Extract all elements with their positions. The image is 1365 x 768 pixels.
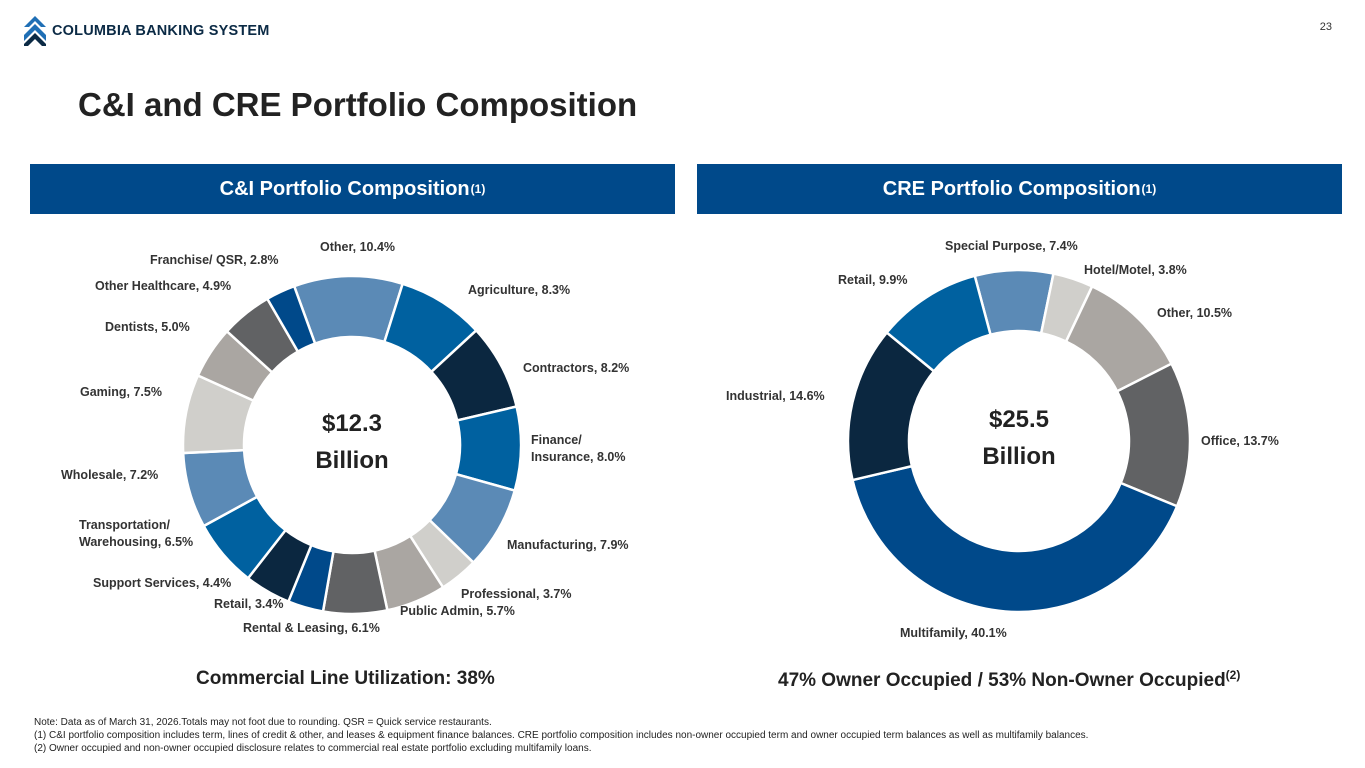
- ci-slice-label: Finance/Insurance, 8.0%: [531, 433, 626, 464]
- ci-slice-label: Professional, 3.7%: [461, 587, 571, 601]
- cre-center-label: Billion: [982, 443, 1055, 470]
- ci-banner-footnote-ref: (1): [470, 182, 486, 196]
- ci-slice-label: Manufacturing, 7.9%: [507, 538, 629, 552]
- cre-slice-multifamily: [851, 464, 1179, 614]
- ci-slice-franchise-qsr: [265, 284, 317, 354]
- ci-slice-label: Public Admin, 5.7%: [400, 604, 515, 618]
- cre-banner-title: CRE Portfolio Composition: [882, 177, 1141, 200]
- note-line: Note: Data as of March 31, 2026.Totals m…: [34, 717, 492, 728]
- note-line: (2) Owner occupied and non-owner occupie…: [34, 743, 592, 754]
- ci-banner-title: C&I Portfolio Composition: [219, 177, 470, 200]
- ci-banner: C&I Portfolio Composition (1): [30, 164, 675, 214]
- cre-banner-footnote-ref: (1): [1141, 182, 1157, 196]
- ci-slice-label: Other Healthcare, 4.9%: [95, 279, 231, 293]
- ci-slice-label: Gaming, 7.5%: [80, 385, 162, 399]
- ci-slice-label: Retail, 3.4%: [214, 597, 283, 611]
- cre-slice-label: Industrial, 14.6%: [726, 389, 825, 403]
- cre-slice-label: Office, 13.7%: [1201, 434, 1279, 448]
- ci-center-label: Billion: [315, 447, 388, 474]
- ci-slice-label: Wholesale, 7.2%: [61, 468, 158, 482]
- cre-slice-label: Multifamily, 40.1%: [900, 626, 1007, 640]
- logo-text: COLUMBIA BANKING SYSTEM: [52, 23, 270, 39]
- commercial-line-utilization: Commercial Line Utilization: 38%: [196, 668, 495, 690]
- cre-donut-chart: Special Purpose, 7.4% Hotel/Motel, 3.8% Ot…: [726, 239, 1279, 640]
- logo-chevron-icon: [24, 16, 46, 46]
- cre-center-label: $25.5: [989, 406, 1049, 433]
- note-line: (1) C&I portfolio composition includes t…: [34, 730, 1089, 741]
- ci-slice-label: Dentists, 5.0%: [105, 320, 190, 334]
- ci-slice-label: Franchise/ QSR, 2.8%: [150, 253, 279, 267]
- owner-occupied-stat: 47% Owner Occupied / 53% Non-Owner Occup…: [778, 668, 1240, 692]
- ci-donut-chart: Other, 10.4% Agriculture, 8.3% Contractors…: [61, 240, 629, 635]
- ci-center-label: $12.3: [322, 410, 382, 437]
- ci-slice-label: Contractors, 8.2%: [523, 361, 629, 375]
- cre-slice-retail: [885, 274, 993, 373]
- cre-slice-label: Retail, 9.9%: [838, 273, 907, 287]
- stat-right-footnote-ref: (2): [1225, 668, 1241, 682]
- page-title: C&I and CRE Portfolio Composition: [78, 86, 638, 123]
- cre-slice-label: Special Purpose, 7.4%: [945, 239, 1078, 253]
- stat-left-text: Commercial Line Utilization: 38%: [196, 668, 495, 689]
- ci-slice-label: Other, 10.4%: [320, 240, 395, 254]
- cre-banner: CRE Portfolio Composition (1): [697, 164, 1342, 214]
- cre-slice-label: Other, 10.5%: [1157, 306, 1232, 320]
- ci-slice-label: Agriculture, 8.3%: [468, 283, 570, 297]
- cre-slice-label: Hotel/Motel, 3.8%: [1084, 263, 1187, 277]
- page-number: 23: [1319, 21, 1332, 33]
- company-logo: COLUMBIA BANKING SYSTEM: [24, 16, 270, 46]
- ci-slice-label: Rental & Leasing, 6.1%: [243, 621, 380, 635]
- stat-right-text: 47% Owner Occupied / 53% Non-Owner Occup…: [778, 670, 1226, 691]
- ci-slice-label: Support Services, 4.4%: [93, 576, 231, 590]
- footnotes: Note: Data as of March 31, 2026.Totals m…: [34, 716, 1088, 755]
- ci-slice-label: Transportation/Warehousing, 6.5%: [79, 518, 193, 549]
